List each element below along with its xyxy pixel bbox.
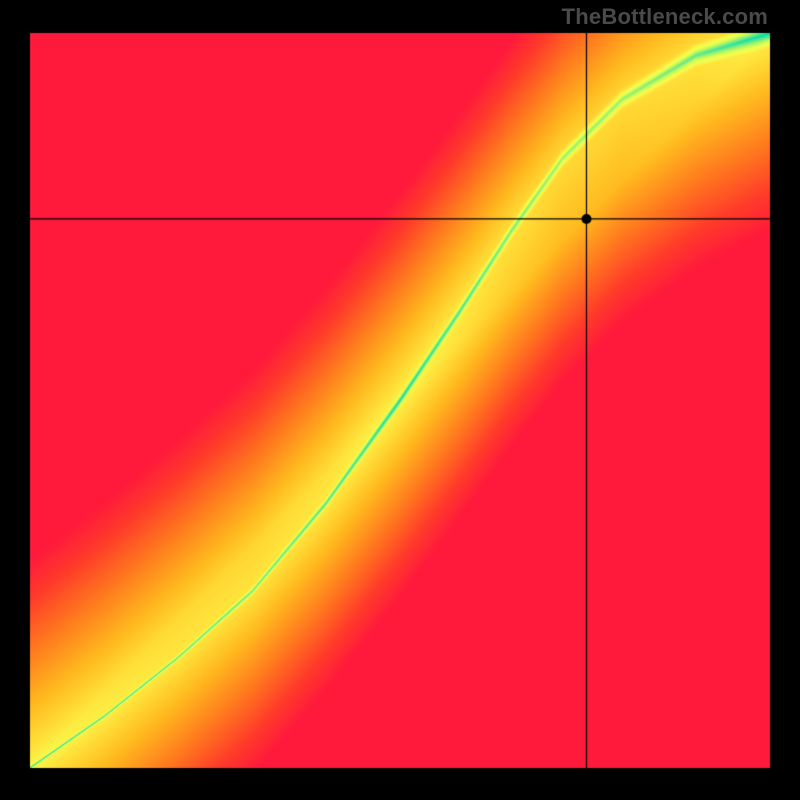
chart-container: TheBottleneck.com	[0, 0, 800, 800]
watermark-text: TheBottleneck.com	[562, 4, 768, 30]
bottleneck-heatmap-canvas	[0, 0, 800, 800]
